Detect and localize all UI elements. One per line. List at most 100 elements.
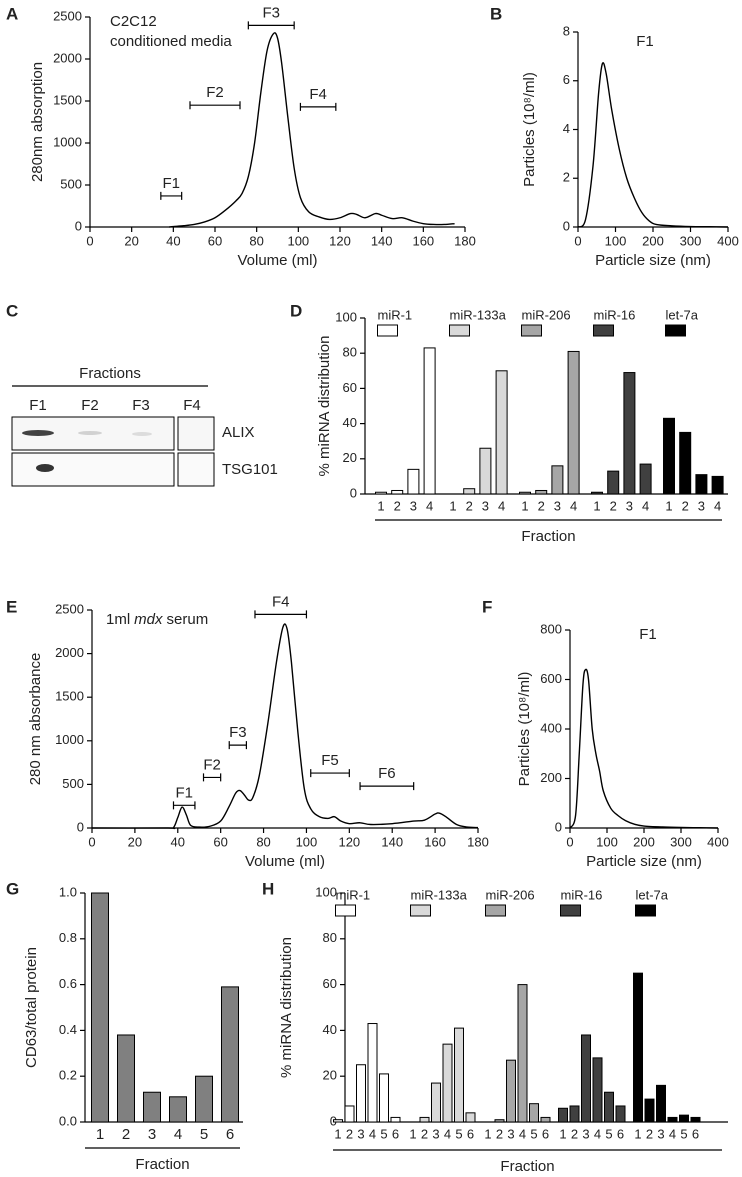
x-tick-label: 4 (594, 1126, 601, 1141)
y-tick-label: 2000 (53, 50, 82, 65)
bar (695, 474, 708, 495)
bar (644, 1098, 655, 1123)
x-tick-label: 100 (287, 233, 309, 248)
fraction-label: F4 (272, 593, 290, 610)
x-tick-label: 1 (634, 1126, 641, 1141)
bar (569, 1105, 580, 1123)
x-tick-label: 1 (449, 498, 456, 513)
y-tick-label: 1500 (53, 92, 82, 107)
legend-swatch (593, 324, 614, 337)
bar (495, 370, 508, 495)
bar (615, 1105, 626, 1123)
x-tick-label: 3 (410, 498, 417, 513)
x-tick-label: 6 (617, 1126, 624, 1141)
bar (423, 347, 436, 495)
x-tick-label: 2 (421, 1126, 428, 1141)
bar (604, 1091, 614, 1123)
bar (375, 491, 387, 495)
x-tick-label: 1 (665, 498, 672, 513)
lane-label: F4 (183, 397, 201, 414)
y-tick-label: 0 (555, 819, 562, 834)
x-tick-label: 100 (596, 834, 618, 849)
y-tick-label: 60 (343, 380, 357, 395)
x-tick-label: 140 (371, 233, 393, 248)
x-tick-label: 60 (208, 233, 222, 248)
bar (195, 1075, 213, 1123)
bar (344, 1105, 355, 1123)
x-tick-label: 1 (96, 1126, 104, 1143)
bar (519, 491, 531, 495)
x-tick-label: 100 (605, 233, 627, 248)
fraction-bracket (254, 610, 308, 619)
x-tick-label: 5 (380, 1126, 387, 1141)
x-tick-label: 4 (642, 498, 649, 513)
x-tick-label: 4 (669, 1126, 676, 1141)
legend-swatch (335, 904, 356, 917)
x-tick-label: 3 (657, 1126, 664, 1141)
legend-label: miR-1 (336, 887, 371, 902)
fraction-bracket (310, 769, 350, 778)
y-tick-label: 0.8 (59, 930, 77, 945)
fraction-bracket (299, 102, 337, 111)
x-tick-label: 0 (88, 834, 95, 849)
legend-label: miR-206 (522, 307, 571, 322)
x-tick-label: 3 (507, 1126, 514, 1141)
y-tick-label: 1000 (55, 732, 84, 747)
lane-label: F1 (29, 397, 47, 414)
blot-band (78, 431, 102, 435)
bar (463, 488, 476, 495)
legend-swatch (560, 904, 581, 917)
y-tick-label: 40 (343, 415, 357, 430)
x-tick-label: 20 (124, 233, 138, 248)
x-tick-label: 2 (394, 498, 401, 513)
bar (407, 468, 420, 495)
panel-letter: F (482, 597, 492, 616)
annotation-part: mdx (134, 611, 163, 628)
y-tick-label: 1000 (53, 134, 82, 149)
x-tick-label: 80 (249, 233, 263, 248)
bar (623, 372, 636, 495)
y-tick-label: 6 (563, 72, 570, 87)
legend-swatch (521, 324, 542, 337)
x-tick-label: 1 (559, 1126, 566, 1141)
y-tick-label: 2000 (55, 645, 84, 660)
bar (663, 417, 675, 495)
legend-label: miR-133a (411, 887, 468, 902)
x-tick-label: 6 (542, 1126, 549, 1141)
x-tick-label: 200 (633, 834, 655, 849)
annotation: 1ml mdx serum (106, 611, 208, 628)
x-tick-label: 40 (171, 834, 185, 849)
blot-band (132, 432, 152, 436)
y-tick-label: 500 (62, 776, 84, 791)
annotation-part: 1ml (106, 611, 130, 628)
x-tick-label: 300 (680, 233, 702, 248)
bar (169, 1096, 187, 1123)
bar (551, 465, 564, 495)
blot-band (36, 464, 54, 472)
row-label: ALIX (222, 424, 255, 441)
y-tick-label: 100 (315, 884, 337, 899)
x-tick-label: 3 (626, 498, 633, 513)
curve (91, 623, 479, 830)
x-tick-label: 5 (455, 1126, 462, 1141)
x-tick-label: 6 (692, 1126, 699, 1141)
bar (535, 489, 548, 495)
bar (479, 447, 492, 495)
x-tick-label: 160 (424, 834, 446, 849)
y-tick-label: 0 (350, 485, 357, 500)
panel-letter: C (6, 301, 18, 320)
x-tick-label: 4 (369, 1126, 376, 1141)
legend-swatch (449, 324, 470, 337)
y-tick-label: 0 (77, 819, 84, 834)
y-tick-label: 60 (323, 976, 337, 991)
x-tick-label: 0 (566, 834, 573, 849)
bar (592, 1057, 603, 1123)
x-tick-label: 180 (467, 834, 489, 849)
y-tick-label: 600 (540, 671, 562, 686)
bar (506, 1059, 516, 1123)
x-tick-label: 100 (296, 834, 318, 849)
fraction-bracket (160, 191, 183, 200)
x-tick-label: 2 (646, 1126, 653, 1141)
annotation: conditioned media (110, 33, 232, 50)
